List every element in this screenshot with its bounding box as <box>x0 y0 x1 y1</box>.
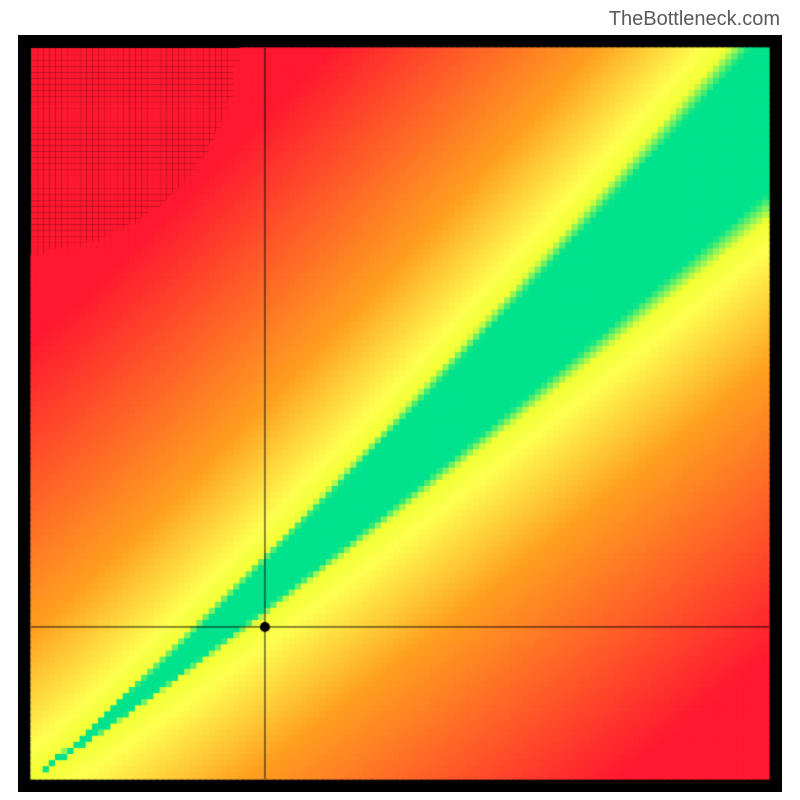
heatmap-canvas <box>18 35 782 792</box>
bottleneck-heatmap <box>18 35 782 792</box>
attribution-text: TheBottleneck.com <box>609 8 780 31</box>
